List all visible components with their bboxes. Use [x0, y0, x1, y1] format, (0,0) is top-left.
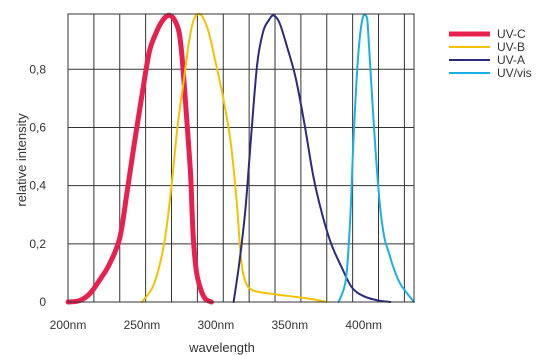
series-line-uv-a	[232, 14, 392, 303]
y-tick-label: 0	[39, 295, 46, 309]
y-tick-label: 0,2	[29, 237, 46, 251]
x-axis-title: wavelength	[188, 340, 255, 355]
legend-label: UV/vis	[497, 66, 532, 80]
x-tick-label: 300nm	[198, 318, 235, 332]
x-tick-label: 400nm	[345, 318, 382, 332]
series-line-uv-b	[140, 12, 328, 303]
series-line-uv-vis	[337, 13, 415, 303]
series-lines	[65, 12, 415, 305]
y-tick-label: 0,4	[29, 179, 46, 193]
x-tick-label: 350nm	[271, 318, 308, 332]
y-tick-label: 0,6	[29, 120, 46, 134]
y-tick-labels: 0 0,2 0,4 0,6 0,8	[29, 62, 46, 309]
legend-label: UV-B	[497, 40, 525, 54]
y-axis-title: relative intensity	[14, 113, 29, 207]
x-tick-labels: 200nm 250nm 300nm 350nm 400nm	[50, 318, 382, 332]
grid	[67, 14, 414, 303]
series-line-uv-c	[65, 12, 214, 305]
legend: UV-CUV-BUV-AUV/vis	[449, 27, 532, 80]
legend-label: UV-A	[497, 53, 525, 67]
x-tick-label: 200nm	[50, 318, 87, 332]
y-tick-label: 0,8	[29, 62, 46, 76]
x-tick-label: 250nm	[124, 318, 161, 332]
legend-label: UV-C	[497, 27, 526, 41]
plot-frame	[67, 13, 415, 303]
